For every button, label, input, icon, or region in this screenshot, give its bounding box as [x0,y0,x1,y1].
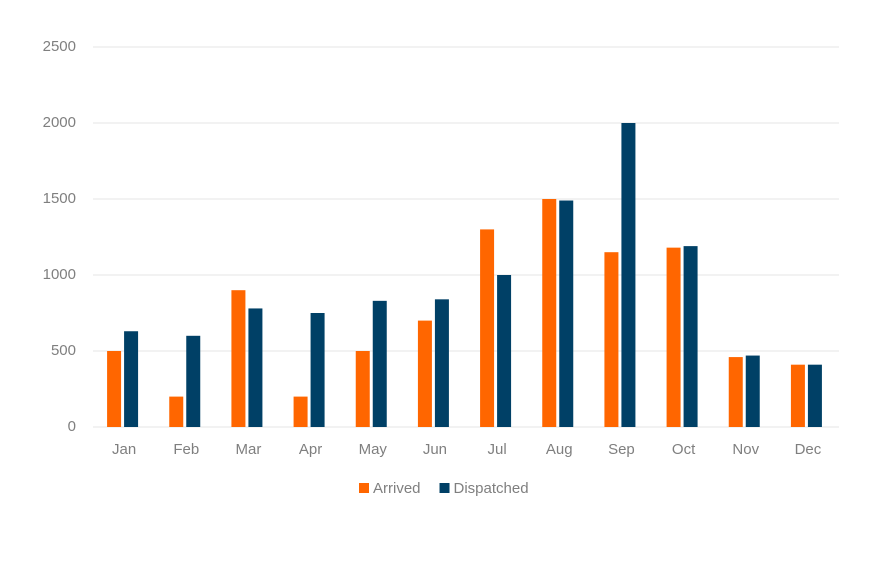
bar [621,123,636,427]
bar [497,275,512,427]
bar [683,246,698,427]
bar [434,299,449,427]
x-tick-label: Feb [173,441,199,458]
bar [745,355,760,427]
bar [417,320,432,427]
x-tick-label: Jun [423,441,447,458]
bar [666,247,681,427]
bar [310,313,325,427]
bar [124,331,139,427]
x-tick-label: Apr [299,441,322,458]
legend-label: Dispatched [454,480,529,497]
bar [293,396,308,427]
x-tick-label: Jan [112,441,136,458]
bar [248,308,263,427]
legend-label: Arrived [373,480,421,497]
y-tick-label: 1500 [43,190,76,207]
x-tick-label: May [359,441,388,458]
bar [542,199,557,427]
bar [604,252,619,427]
y-tick-label: 2000 [43,114,76,131]
legend-swatch [359,483,369,493]
bar [559,200,574,427]
x-tick-label: Dec [795,441,822,458]
bar [169,396,184,427]
x-tick-label: Mar [235,441,261,458]
y-tick-label: 500 [51,342,76,359]
bar [186,335,201,427]
bar [372,300,387,427]
bar [790,364,805,427]
y-tick-label: 2500 [43,38,76,55]
bar [807,364,822,427]
bar [107,351,122,427]
x-tick-label: Aug [546,441,573,458]
x-tick-label: Jul [487,441,506,458]
bar [231,290,246,427]
bar [728,357,743,427]
x-tick-label: Nov [732,441,759,458]
x-tick-label: Sep [608,441,635,458]
bar [480,229,495,427]
y-tick-label: 1000 [43,266,76,283]
x-tick-label: Oct [672,441,696,458]
legend-swatch [439,483,450,493]
y-tick-label: 0 [68,418,76,435]
bar [355,351,370,427]
